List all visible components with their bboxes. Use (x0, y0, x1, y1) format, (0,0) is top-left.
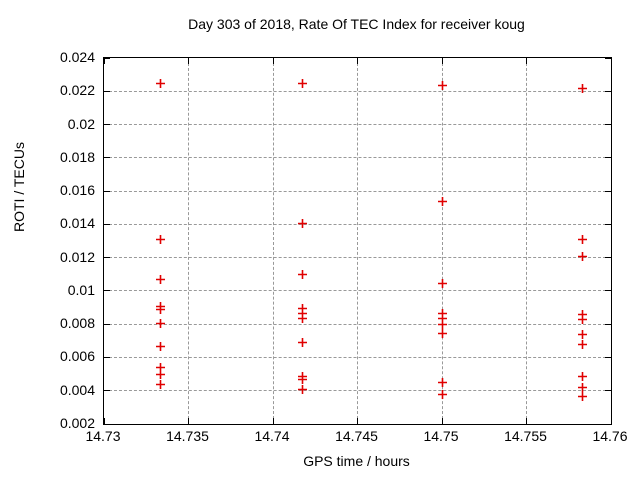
y-axis-tick (605, 356, 611, 358)
y-axis-tick (605, 223, 611, 225)
y-axis-tick (605, 157, 611, 159)
x-tick-label: 14.74 (254, 428, 290, 444)
y-tick-label: 0.024 (59, 49, 95, 65)
y-axis-tick (104, 223, 110, 225)
v-gridline (188, 58, 189, 424)
x-axis-tick (526, 58, 527, 64)
x-axis-tick (188, 418, 189, 424)
y-tick-label: 0.02 (67, 115, 95, 132)
y-axis-tick (605, 323, 611, 325)
x-axis-tick (610, 58, 612, 64)
y-tick-label: 0.012 (59, 248, 95, 265)
v-gridline (272, 58, 274, 424)
x-axis-title: GPS time / hours (303, 453, 410, 469)
y-axis-tick (605, 257, 611, 259)
y-axis-tick (605, 390, 611, 392)
y-axis-tick (104, 257, 110, 259)
y-axis-tick (104, 124, 110, 126)
y-axis-tick (104, 423, 110, 425)
y-tick-label: 0.002 (59, 415, 95, 431)
y-axis-tick (104, 390, 110, 392)
y-axis-tick (104, 356, 110, 358)
y-axis-tick (605, 57, 611, 59)
y-axis-tick (104, 323, 110, 325)
y-tick-label: 0.022 (59, 82, 95, 99)
y-axis-tick (104, 290, 110, 292)
v-gridline (357, 58, 358, 424)
x-tick-label: 14.73 (85, 428, 121, 444)
y-axis-tick (104, 190, 110, 192)
x-axis-tick (272, 418, 274, 424)
x-axis-tick (357, 418, 358, 424)
y-tick-label: 0.006 (59, 348, 95, 365)
y-axis-tick (104, 90, 110, 92)
y-axis-tick (605, 90, 611, 92)
y-axis-tick (605, 290, 611, 292)
v-gridline (526, 58, 527, 424)
y-axis-tick (605, 190, 611, 192)
y-axis-tick (605, 124, 611, 126)
y-axis-tick (605, 423, 611, 425)
x-axis-tick (441, 58, 443, 64)
x-axis-tick (188, 58, 189, 64)
y-axis-tick (104, 157, 110, 159)
x-axis-tick (103, 58, 105, 64)
y-tick-label: 0.016 (59, 182, 95, 199)
y-tick-label: 0.018 (59, 148, 95, 165)
x-axis-tick (441, 418, 443, 424)
x-tick-label: 14.745 (335, 428, 378, 444)
y-tick-label: 0.01 (67, 281, 95, 298)
data-point-markers (156, 79, 587, 401)
plot-area (103, 57, 612, 425)
x-tick-label: 14.735 (166, 428, 209, 444)
x-axis-tick (103, 418, 105, 424)
x-axis-tick (610, 418, 612, 424)
x-axis-tick (526, 418, 527, 424)
v-gridline (441, 58, 443, 424)
x-tick-label: 14.755 (504, 428, 547, 444)
x-tick-label: 14.75 (423, 428, 459, 444)
x-tick-label: 14.76 (592, 428, 628, 444)
y-tick-label: 0.014 (59, 215, 95, 232)
y-axis-tick (104, 57, 110, 59)
chart-title: Day 303 of 2018, Rate Of TEC Index for r… (188, 16, 525, 32)
y-tick-label: 0.008 (59, 315, 95, 332)
x-axis-tick (272, 58, 274, 64)
y-tick-label: 0.004 (59, 381, 95, 398)
x-axis-tick (357, 58, 358, 64)
